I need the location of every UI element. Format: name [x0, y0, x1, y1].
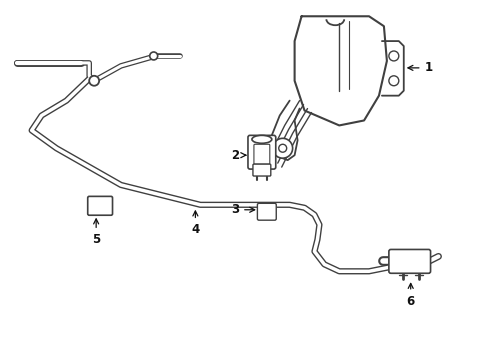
Circle shape [149, 52, 157, 60]
Circle shape [278, 144, 286, 152]
FancyBboxPatch shape [388, 249, 429, 273]
Text: 6: 6 [406, 283, 414, 307]
FancyBboxPatch shape [257, 203, 276, 220]
FancyBboxPatch shape [252, 164, 270, 176]
FancyBboxPatch shape [87, 196, 112, 215]
Text: 3: 3 [230, 203, 254, 216]
FancyBboxPatch shape [247, 135, 275, 169]
Circle shape [89, 76, 99, 86]
Text: 4: 4 [191, 211, 199, 236]
Circle shape [272, 138, 292, 158]
Text: 5: 5 [92, 219, 100, 246]
Circle shape [388, 76, 398, 86]
Text: 1: 1 [407, 61, 432, 75]
Ellipse shape [251, 135, 271, 143]
Circle shape [388, 51, 398, 61]
FancyBboxPatch shape [253, 144, 269, 164]
Text: 2: 2 [230, 149, 245, 162]
